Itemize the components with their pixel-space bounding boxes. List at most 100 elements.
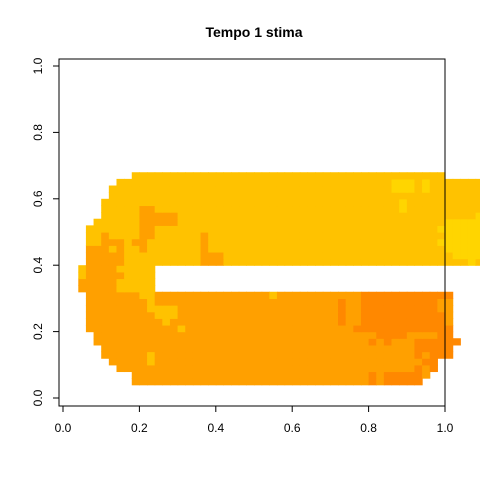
heatmap-cell: [429, 331, 438, 339]
heatmap-cell: [93, 225, 102, 233]
heatmap-cell: [238, 291, 247, 299]
heatmap-cell: [238, 331, 247, 339]
heatmap-cell: [261, 192, 270, 200]
heatmap-cell: [360, 205, 370, 213]
heatmap-cell: [124, 225, 133, 233]
heatmap-cell: [422, 238, 431, 246]
heatmap-cell: [360, 251, 370, 260]
heatmap-cell: [391, 192, 400, 200]
heatmap-cell: [147, 358, 156, 366]
heatmap-cell: [131, 324, 140, 333]
heatmap-cell: [85, 245, 95, 253]
heatmap-cell: [223, 291, 232, 299]
heatmap-cell: [192, 198, 202, 207]
heatmap-cell: [338, 225, 347, 233]
heatmap-cell: [475, 205, 480, 213]
heatmap-cell: [422, 258, 431, 266]
heatmap-cell: [231, 238, 240, 246]
heatmap-cell: [353, 364, 362, 373]
heatmap-cell: [231, 218, 240, 226]
heatmap-cell: [231, 212, 240, 220]
heatmap-cell: [200, 205, 209, 213]
heatmap-cell: [307, 331, 316, 339]
heatmap-cell: [238, 358, 247, 366]
heatmap-cell: [406, 185, 416, 193]
heatmap-cell: [437, 258, 446, 266]
heatmap-cell: [383, 238, 393, 246]
heatmap-cell: [231, 178, 240, 187]
x-tick-label: 1.0: [437, 421, 454, 435]
heatmap-cell: [445, 245, 454, 253]
heatmap-cell: [108, 251, 118, 260]
heatmap-cell: [406, 364, 416, 373]
heatmap-cell: [330, 245, 339, 253]
heatmap-cell: [322, 192, 331, 200]
heatmap-cell: [208, 245, 217, 253]
heatmap-cell: [169, 238, 179, 246]
heatmap-cell: [169, 198, 179, 207]
heatmap-cell: [307, 245, 316, 253]
x-tick-label: 0.2: [131, 421, 148, 435]
heatmap-cell: [147, 311, 156, 319]
heatmap-cell: [307, 358, 316, 366]
heatmap-cell: [414, 251, 423, 260]
heatmap-cell: [353, 258, 362, 266]
heatmap-cell: [475, 238, 480, 246]
heatmap-cell: [383, 331, 393, 339]
heatmap-cell: [238, 232, 247, 240]
heatmap-cell: [208, 351, 217, 359]
heatmap-cell: [162, 212, 171, 220]
heatmap-cell: [376, 371, 385, 379]
heatmap-cell: [261, 378, 270, 386]
heatmap-cell: [116, 198, 125, 207]
heatmap-cell: [399, 225, 408, 233]
heatmap-cell: [185, 212, 194, 220]
heatmap-cell: [124, 265, 133, 273]
heatmap-cell: [246, 205, 255, 213]
heatmap-cell: [101, 318, 110, 326]
heatmap-cell: [93, 305, 102, 313]
heatmap-cell: [162, 245, 171, 253]
heatmap-cell: [139, 305, 148, 313]
heatmap-cell: [360, 192, 370, 200]
heatmap-cell: [93, 245, 102, 253]
heatmap-cell: [139, 265, 148, 273]
heatmap-cell: [315, 331, 324, 339]
heatmap-cell: [208, 232, 217, 240]
heatmap-cell: [414, 205, 423, 213]
heatmap-cell: [208, 251, 217, 260]
heatmap-cell: [338, 331, 347, 339]
heatmap-cell: [269, 291, 278, 299]
heatmap-cell: [399, 192, 408, 200]
heatmap-cell: [360, 338, 370, 346]
heatmap-cell: [131, 198, 140, 207]
heatmap-cell: [307, 185, 316, 193]
heatmap-cell: [429, 238, 438, 246]
heatmap-cell: [124, 291, 133, 299]
heatmap-cell: [231, 251, 240, 260]
heatmap-cell: [162, 351, 171, 359]
heatmap-cell: [215, 291, 225, 299]
heatmap-cell: [460, 245, 469, 253]
heatmap-cell: [131, 311, 140, 319]
heatmap-cell: [177, 324, 186, 333]
heatmap-cell: [200, 324, 209, 333]
heatmap-cell: [445, 185, 454, 193]
heatmap-cell: [254, 378, 263, 386]
heatmap-cell: [223, 364, 232, 373]
heatmap-cell: [131, 338, 140, 346]
heatmap-cell: [231, 364, 240, 373]
heatmap-cell: [475, 178, 480, 187]
heatmap-cell: [414, 185, 423, 193]
heatmap-cell: [154, 245, 163, 253]
heatmap-cell: [307, 338, 316, 346]
heatmap-cell: [261, 318, 270, 326]
heatmap-cell: [315, 185, 324, 193]
heatmap-cell: [116, 271, 125, 280]
heatmap-cell: [414, 364, 423, 373]
heatmap-cell: [162, 318, 171, 326]
heatmap-cell: [445, 305, 454, 313]
heatmap-cell: [399, 245, 408, 253]
heatmap-cell: [475, 212, 480, 220]
heatmap-cell: [246, 324, 255, 333]
